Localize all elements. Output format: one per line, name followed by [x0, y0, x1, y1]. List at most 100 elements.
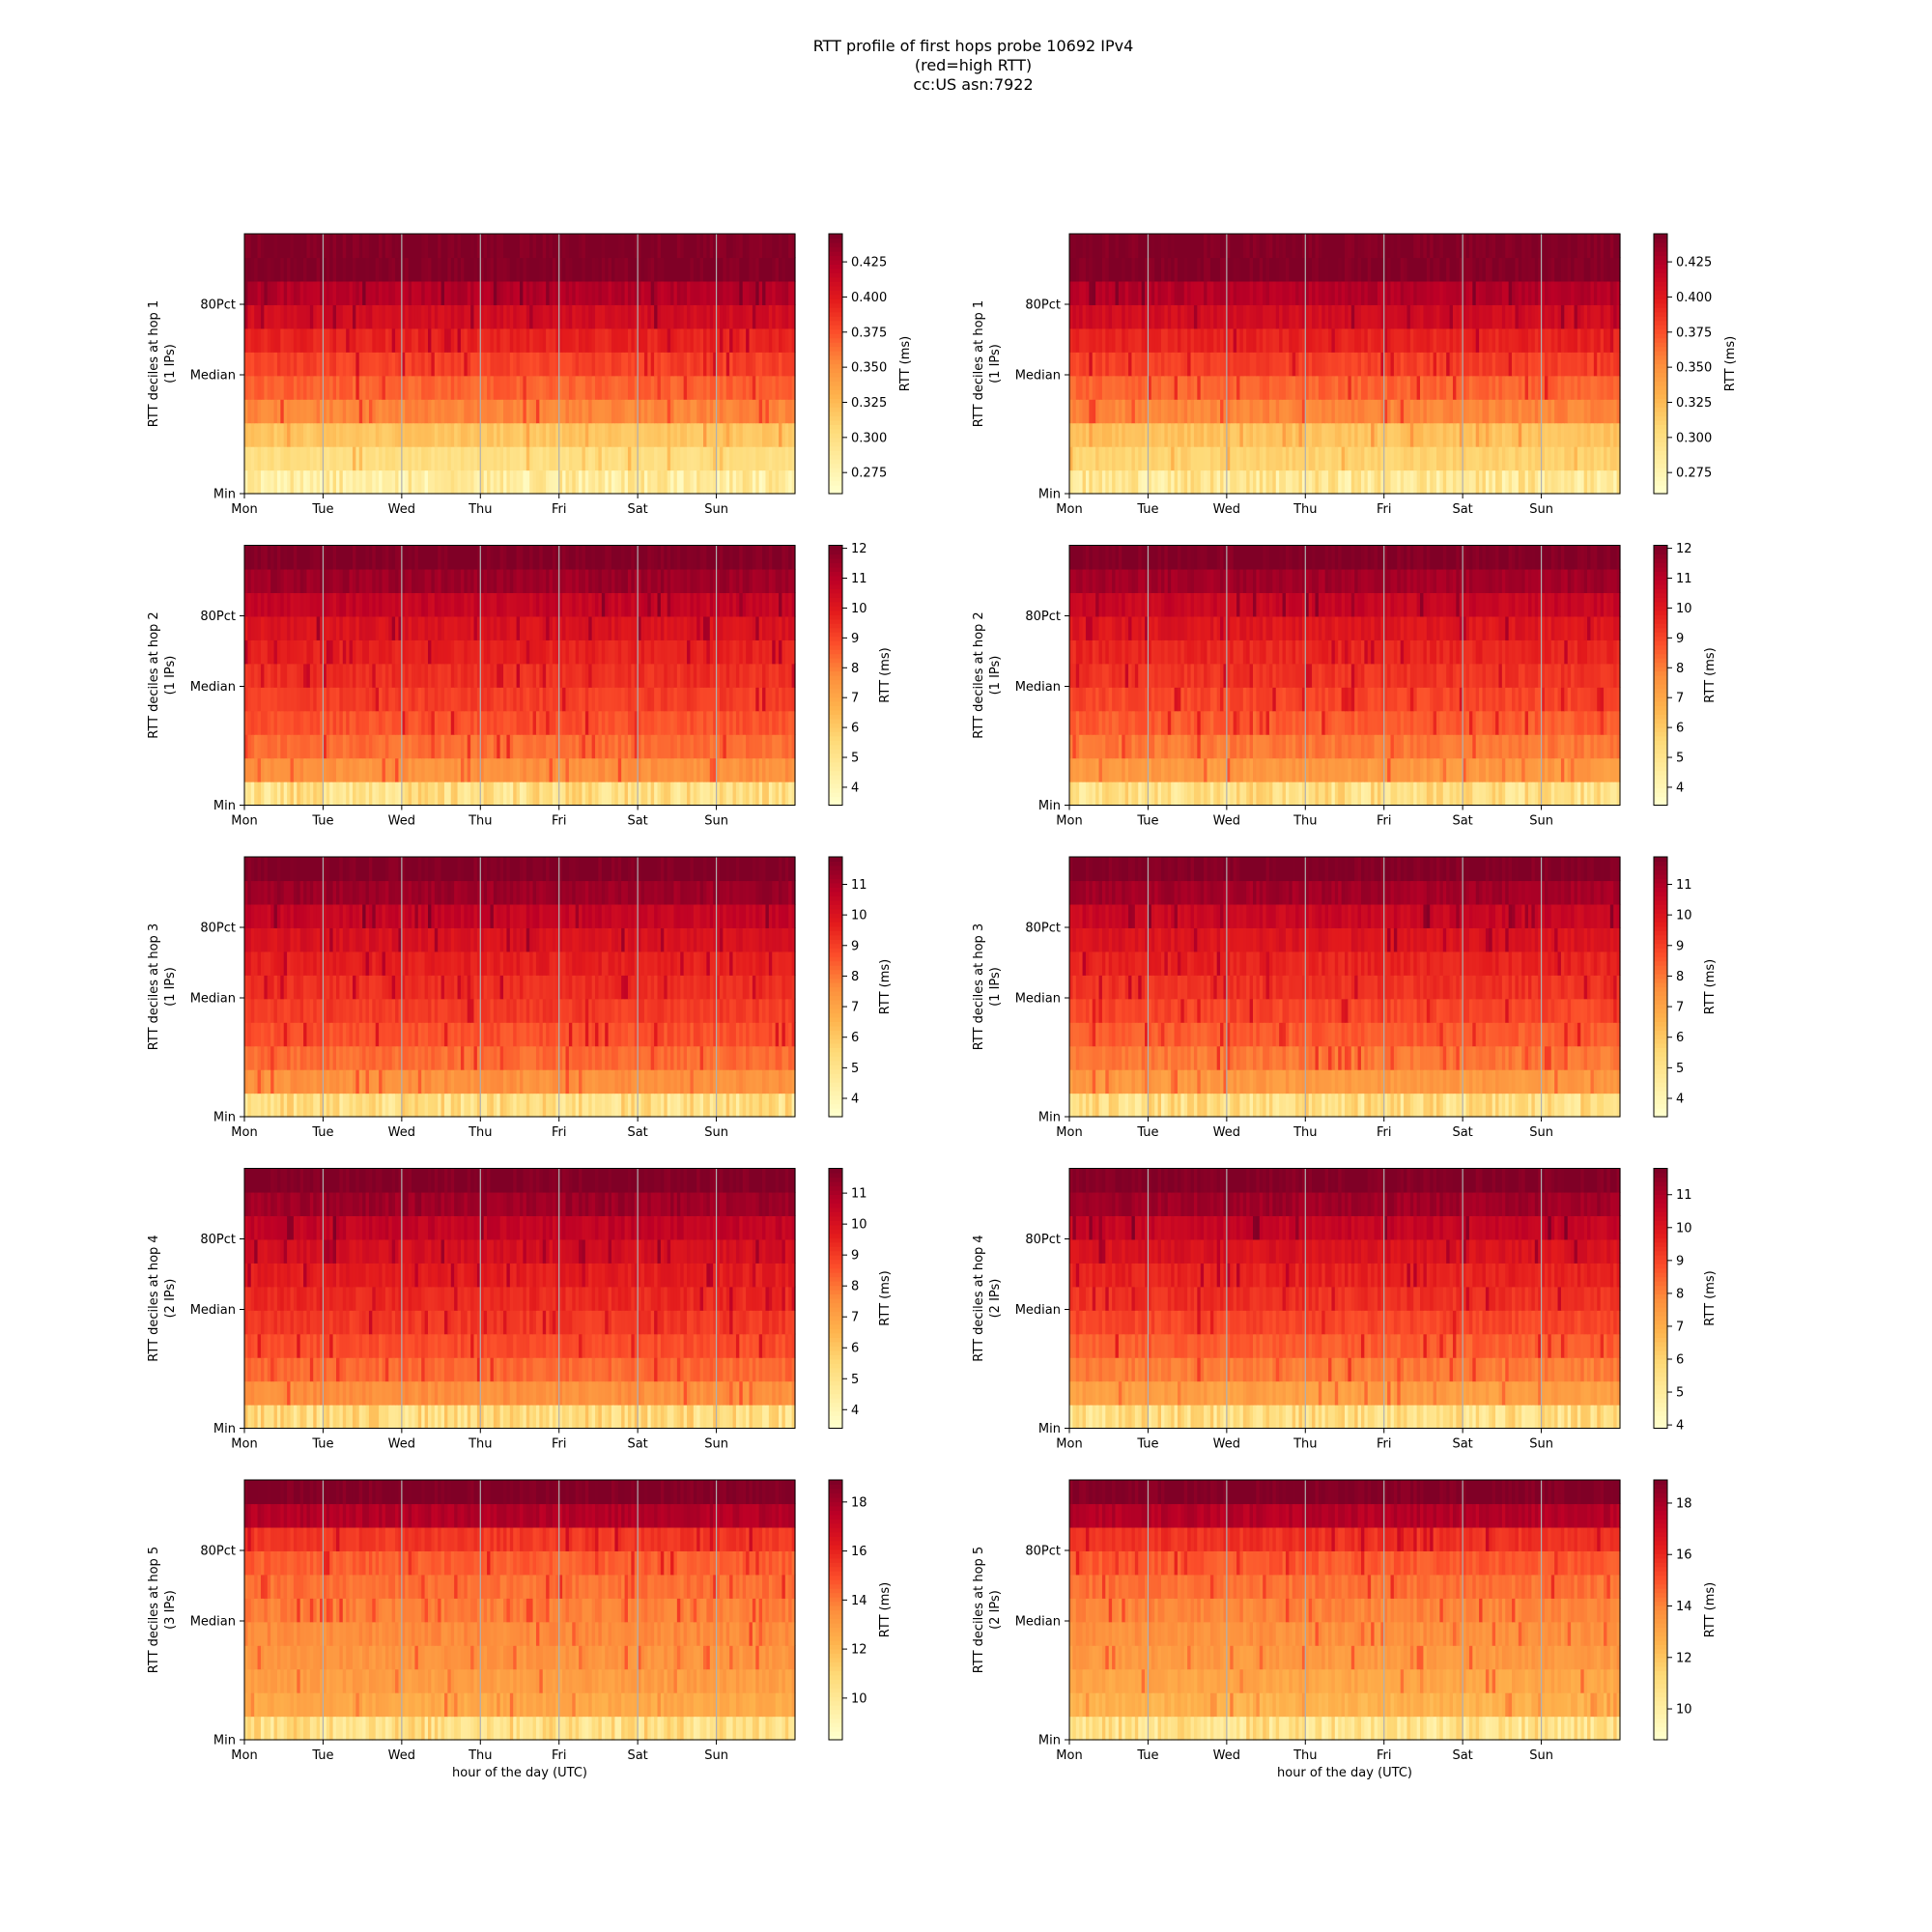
heatmap-cell — [746, 327, 751, 353]
heatmap-cell — [516, 469, 521, 495]
heatmap-cell — [254, 734, 259, 759]
heatmap-cell — [276, 757, 281, 782]
heatmap-cell — [1571, 422, 1576, 447]
y-axis-ips-label: (1 IPs) — [163, 344, 178, 384]
heatmap-cell — [1357, 257, 1362, 282]
heatmap-cell — [765, 781, 770, 807]
heatmap-cell — [1350, 280, 1355, 305]
heatmap-cell — [1423, 399, 1428, 424]
colorbar-segment — [1654, 384, 1667, 390]
heatmap-cell — [654, 375, 659, 400]
heatmap-cell — [1154, 352, 1159, 377]
heatmap-cell — [1256, 234, 1261, 259]
heatmap-cell — [457, 234, 462, 259]
heatmap-cell — [349, 257, 354, 282]
heatmap-cell — [555, 280, 560, 305]
heatmap-cell — [1364, 352, 1369, 377]
colorbar-tick-label: 0.400 — [1676, 291, 1712, 305]
heatmap-cell — [781, 469, 786, 495]
heatmap-cell — [1151, 327, 1155, 353]
heatmap-cell — [424, 234, 429, 259]
heatmap-cell — [473, 446, 478, 471]
heatmap-cell — [257, 304, 262, 329]
heatmap-cell — [529, 734, 534, 759]
heatmap-cell — [487, 352, 492, 377]
heatmap-cell — [676, 257, 681, 282]
heatmap-cell — [1495, 257, 1500, 282]
heatmap-cell — [283, 710, 288, 735]
heatmap-cell — [608, 280, 612, 305]
heatmap-cell — [303, 257, 308, 282]
heatmap-cell — [1345, 446, 1349, 471]
heatmap-cell — [1501, 446, 1506, 471]
heatmap-cell — [355, 375, 360, 400]
heatmap-cell — [473, 280, 478, 305]
heatmap-cell — [379, 375, 384, 400]
heatmap-cell — [470, 327, 475, 353]
heatmap-cell — [1345, 375, 1349, 400]
heatmap-cell — [539, 327, 544, 353]
heatmap-cell — [1197, 304, 1202, 329]
heatmap-cell — [775, 469, 780, 495]
heatmap-cell — [640, 327, 645, 353]
heatmap-cell — [1128, 257, 1133, 282]
heatmap-cell — [1492, 469, 1496, 495]
heatmap-cell — [408, 734, 412, 759]
heatmap-cell — [1164, 446, 1169, 471]
heatmap-cell — [555, 422, 560, 447]
heatmap-cell — [323, 234, 327, 259]
colorbar-segment — [1654, 311, 1667, 317]
heatmap-cell — [1298, 327, 1303, 353]
heatmap-cell — [384, 234, 389, 259]
heatmap-cell — [1512, 327, 1517, 353]
heatmap-cell — [735, 734, 740, 759]
heatmap-cell — [1492, 352, 1496, 377]
heatmap-cell — [1446, 257, 1451, 282]
heatmap-cell — [1315, 327, 1320, 353]
heatmap-cell — [772, 352, 777, 377]
heatmap-cell — [244, 469, 248, 495]
heatmap-cell — [1295, 352, 1300, 377]
heatmap-cell — [1272, 399, 1277, 424]
heatmap-cell — [1223, 352, 1228, 377]
colorbar-frame — [1653, 233, 1668, 495]
heatmap-cell — [664, 280, 668, 305]
heatmap-cell — [1459, 375, 1463, 400]
heatmap-cell — [732, 257, 737, 282]
heatmap-cell — [1550, 327, 1555, 353]
heatmap-cell — [1518, 399, 1522, 424]
heatmap-cell — [605, 663, 610, 688]
heatmap-cell — [260, 280, 265, 305]
heatmap-cell — [431, 710, 436, 735]
heatmap-cell — [339, 234, 344, 259]
heatmap-cell — [460, 375, 465, 400]
heatmap-cell — [1430, 257, 1435, 282]
heatmap-cell — [723, 352, 727, 377]
heatmap-cell — [450, 257, 455, 282]
heatmap-cell — [490, 446, 495, 471]
heatmap-cell — [775, 781, 780, 807]
heatmap-cell — [283, 352, 288, 377]
heatmap-cell — [605, 304, 610, 329]
heatmap-cell — [1268, 304, 1273, 329]
heatmap-cell — [497, 446, 501, 471]
heatmap-cell — [713, 734, 718, 759]
heatmap-cell — [375, 734, 380, 759]
heatmap-cell — [417, 257, 422, 282]
heatmap-cell — [1289, 352, 1293, 377]
heatmap-cell — [532, 234, 537, 259]
heatmap-cell — [673, 781, 678, 807]
heatmap-cell — [355, 234, 360, 259]
heatmap-cell — [358, 327, 363, 353]
heatmap-cell — [1557, 399, 1562, 424]
heatmap-cell — [1416, 399, 1421, 424]
heatmap-cell — [513, 469, 518, 495]
heatmap-cell — [368, 352, 373, 377]
heatmap-cell — [431, 352, 436, 377]
heatmap-cell — [476, 469, 481, 495]
heatmap-cell — [660, 304, 665, 329]
heatmap-cell — [1571, 304, 1576, 329]
heatmap-cell — [1268, 446, 1273, 471]
heatmap-cell — [788, 280, 793, 305]
heatmap-cell — [696, 304, 701, 329]
